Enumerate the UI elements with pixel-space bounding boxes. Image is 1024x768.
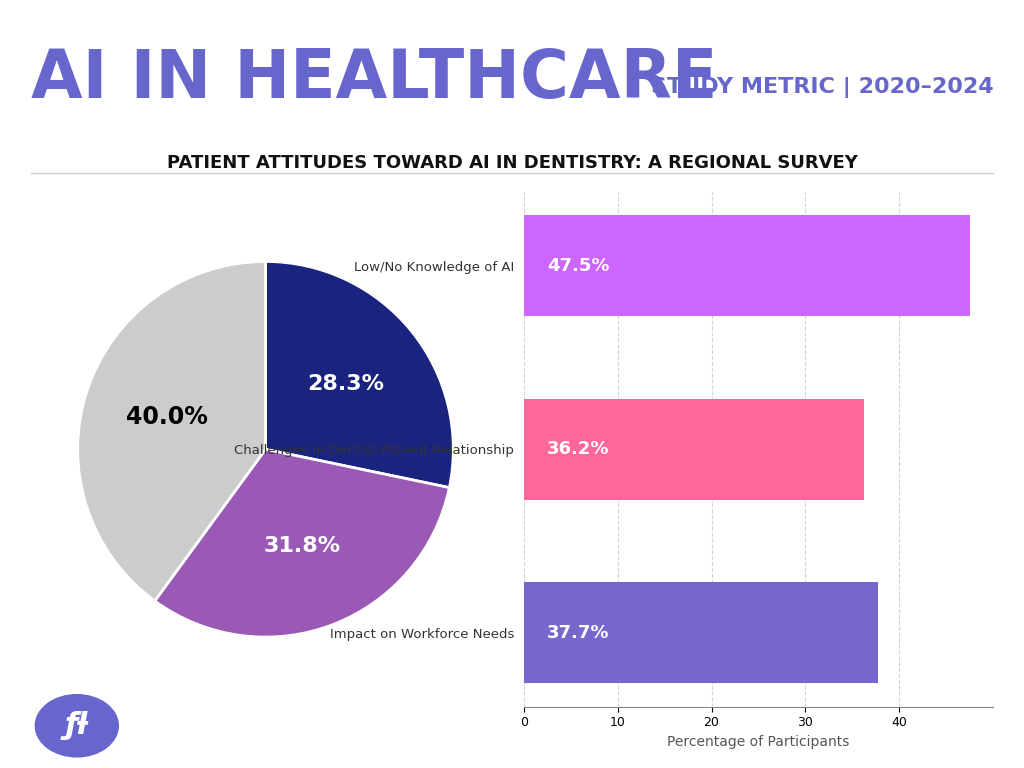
Text: 28.3%: 28.3% xyxy=(307,374,384,394)
Text: ƒƚ: ƒƚ xyxy=(65,711,89,740)
Text: AI IN HEALTHCARE: AI IN HEALTHCARE xyxy=(31,46,717,112)
Text: 37.7%: 37.7% xyxy=(547,624,609,642)
Text: 40.0%: 40.0% xyxy=(126,406,208,429)
Bar xyxy=(523,215,970,316)
Bar xyxy=(523,399,863,500)
Bar xyxy=(523,582,878,684)
Text: STUDY METRIC | 2020–2024: STUDY METRIC | 2020–2024 xyxy=(650,77,993,98)
Text: 31.8%: 31.8% xyxy=(264,536,341,556)
Wedge shape xyxy=(78,261,265,601)
Text: 47.5%: 47.5% xyxy=(547,257,609,275)
Wedge shape xyxy=(265,261,454,488)
Legend: More Personalized Disease Management, Time Efficiency, Improved Diagnostic Confi: More Personalized Disease Management, Ti… xyxy=(659,221,986,300)
Wedge shape xyxy=(155,449,450,637)
Text: 36.2%: 36.2% xyxy=(547,440,609,458)
Text: PATIENT ATTITUDES TOWARD AI IN DENTISTRY: A REGIONAL SURVEY: PATIENT ATTITUDES TOWARD AI IN DENTISTRY… xyxy=(167,154,857,171)
X-axis label: Percentage of Participants: Percentage of Participants xyxy=(668,735,850,749)
Circle shape xyxy=(35,694,118,757)
